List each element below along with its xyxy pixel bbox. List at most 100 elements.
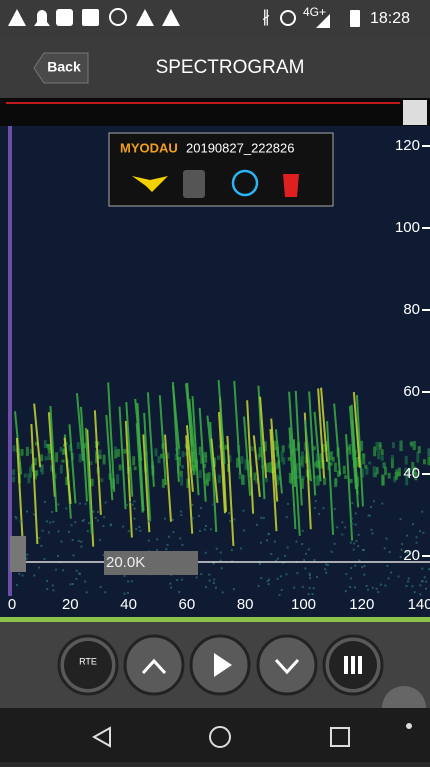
noise <box>76 442 80 449</box>
noise <box>14 515 17 518</box>
noise <box>354 512 357 515</box>
noise <box>425 587 428 590</box>
noise <box>232 588 235 591</box>
noise <box>273 440 277 451</box>
noise <box>390 454 394 461</box>
noise <box>375 587 378 590</box>
noise <box>379 583 382 586</box>
compass-icon[interactable] <box>231 169 259 197</box>
noise <box>288 472 292 484</box>
noise <box>55 568 58 571</box>
noise <box>230 549 233 552</box>
accessibility[interactable] <box>406 723 412 729</box>
noise <box>264 477 268 483</box>
call-streak <box>217 380 226 464</box>
y-tick-label: 120 <box>395 137 420 154</box>
noise <box>139 529 142 532</box>
noise <box>94 517 97 520</box>
control-button[interactable] <box>256 634 318 696</box>
noise <box>109 523 112 526</box>
resize-handle[interactable] <box>403 100 427 125</box>
noise <box>65 507 68 510</box>
settings-button[interactable] <box>382 686 426 708</box>
noise <box>368 514 371 517</box>
noise <box>413 466 417 476</box>
call-streak <box>226 435 235 547</box>
noise <box>43 557 46 560</box>
noise <box>12 445 16 452</box>
call-streak <box>333 403 342 476</box>
species: MYODAU <box>120 140 178 155</box>
y-tick-label: 40 <box>403 465 420 482</box>
y-tick-label: 100 <box>395 219 420 236</box>
noise <box>329 452 333 461</box>
noise <box>163 517 166 520</box>
noise <box>255 478 259 484</box>
status-icons <box>8 8 360 28</box>
noise <box>128 501 131 504</box>
noise <box>240 547 243 550</box>
noise <box>349 478 353 484</box>
file-name: 20190827_222826 <box>186 140 294 155</box>
noise <box>388 551 391 554</box>
noise <box>228 455 232 463</box>
nav-home[interactable] <box>209 726 231 748</box>
x-tick-label: 0 <box>8 596 16 613</box>
noise <box>33 574 36 577</box>
noise <box>303 559 306 562</box>
x-axis <box>0 596 430 618</box>
noise <box>126 504 129 507</box>
icon <box>136 9 154 26</box>
noise <box>405 474 409 486</box>
noise <box>267 532 270 535</box>
noise <box>80 540 83 543</box>
back-button[interactable] <box>33 52 89 84</box>
noise <box>414 472 418 481</box>
noise <box>26 553 29 556</box>
noise <box>373 446 377 457</box>
noise <box>25 510 28 513</box>
noise <box>92 510 95 513</box>
noise <box>416 451 420 463</box>
nav-bar <box>0 708 430 762</box>
threshold-handle[interactable] <box>10 536 26 572</box>
noise <box>361 468 365 478</box>
control-button[interactable] <box>123 634 185 696</box>
call-streak <box>80 406 89 502</box>
noise <box>81 519 84 522</box>
noise <box>321 443 325 453</box>
call-streak <box>184 383 193 446</box>
noise <box>235 457 239 468</box>
noise <box>178 591 181 594</box>
noise <box>204 551 207 554</box>
noise <box>45 520 48 523</box>
noise <box>29 449 33 454</box>
noise <box>404 467 408 472</box>
noise <box>103 516 106 519</box>
noise <box>282 457 286 465</box>
call-streak <box>246 400 255 514</box>
noise <box>377 590 380 593</box>
noise <box>285 516 288 519</box>
noise <box>75 577 78 580</box>
noise <box>315 476 319 487</box>
call-streak <box>185 425 194 492</box>
noise <box>353 542 356 545</box>
noise <box>198 446 202 455</box>
call-streak <box>191 396 200 496</box>
noise <box>77 539 80 542</box>
noise <box>74 521 77 524</box>
call-streak <box>274 429 283 494</box>
recorder-icon[interactable] <box>183 170 205 198</box>
nav-recent[interactable] <box>330 727 350 747</box>
noise <box>204 524 207 527</box>
bat-icon[interactable] <box>132 176 168 192</box>
noise <box>191 503 194 506</box>
delete-icon[interactable] <box>283 174 299 197</box>
x-tick-label: 20 <box>62 596 79 613</box>
nav-back[interactable] <box>91 726 111 748</box>
noise <box>417 446 421 454</box>
control-button[interactable] <box>64 641 112 689</box>
noise <box>362 453 366 465</box>
call-streak <box>107 382 116 492</box>
